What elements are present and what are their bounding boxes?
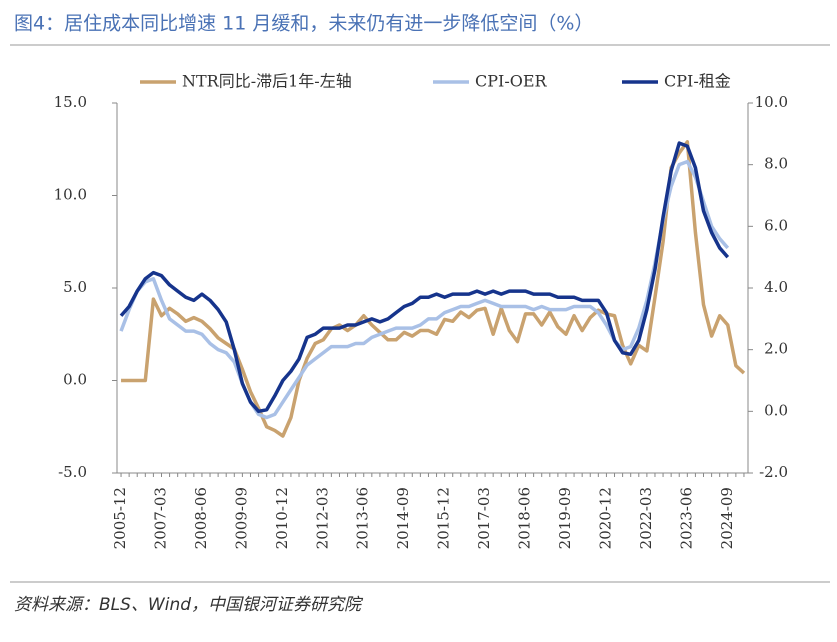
series-line <box>119 159 730 420</box>
series-line <box>119 141 730 414</box>
x-tick-label: 2014-09 <box>394 487 412 549</box>
x-tick-label: 2010-12 <box>273 487 291 549</box>
x-tick-label: 2008-06 <box>192 487 210 549</box>
legend-label: CPI-租金 <box>664 72 731 91</box>
y2-tick-label: 0.0 <box>764 401 788 419</box>
y-tick-label: 10.0 <box>54 186 87 204</box>
x-tick-label: 2009-09 <box>232 487 250 549</box>
x-tick-label: 2024-09 <box>718 487 736 549</box>
chart-title: 图4：居住成本同比增速 11 月缓和，未来仍有进一步降低空间（%） <box>14 13 593 35</box>
y2-tick-label: -2.0 <box>759 463 788 481</box>
x-tick-label: 2012-03 <box>313 487 331 549</box>
y2-tick-label: 8.0 <box>764 155 788 173</box>
source-note: 资料来源：BLS、Wind，中国银河证券研究院 <box>14 595 364 615</box>
y-tick-label: 15.0 <box>54 93 87 111</box>
y-tick-label: 5.0 <box>63 278 87 296</box>
x-tick-label: 2022-03 <box>637 487 655 549</box>
x-tick-label: 2007-03 <box>151 487 169 549</box>
y2-tick-label: 2.0 <box>764 340 788 358</box>
series-line <box>121 140 746 438</box>
x-tick-label: 2005-12 <box>111 487 129 549</box>
x-tick-label: 2013-06 <box>354 487 372 549</box>
x-tick-label: 2023-06 <box>677 487 695 549</box>
x-tick-label: 2019-09 <box>556 487 574 549</box>
y-tick-label: 0.0 <box>63 371 87 389</box>
x-tick-label: 2017-03 <box>475 487 493 549</box>
legend-label: NTR同比-滞后1年-左轴 <box>182 72 352 91</box>
y2-tick-label: 10.0 <box>755 93 788 111</box>
x-tick-label: 2020-12 <box>596 487 614 549</box>
legend-label: CPI-OER <box>475 72 548 91</box>
x-tick-label: 2015-12 <box>435 487 453 549</box>
x-tick-label: 2018-06 <box>516 487 534 549</box>
y2-tick-label: 4.0 <box>764 278 788 296</box>
y-tick-label: -5.0 <box>58 463 87 481</box>
y2-tick-label: 6.0 <box>764 216 788 234</box>
